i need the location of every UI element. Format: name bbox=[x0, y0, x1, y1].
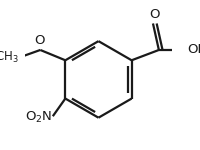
Text: O$_2$N: O$_2$N bbox=[25, 109, 52, 124]
Text: OH: OH bbox=[187, 44, 200, 56]
Text: O: O bbox=[149, 8, 160, 21]
Text: CH$_3$: CH$_3$ bbox=[0, 50, 18, 65]
Text: O: O bbox=[34, 34, 45, 47]
